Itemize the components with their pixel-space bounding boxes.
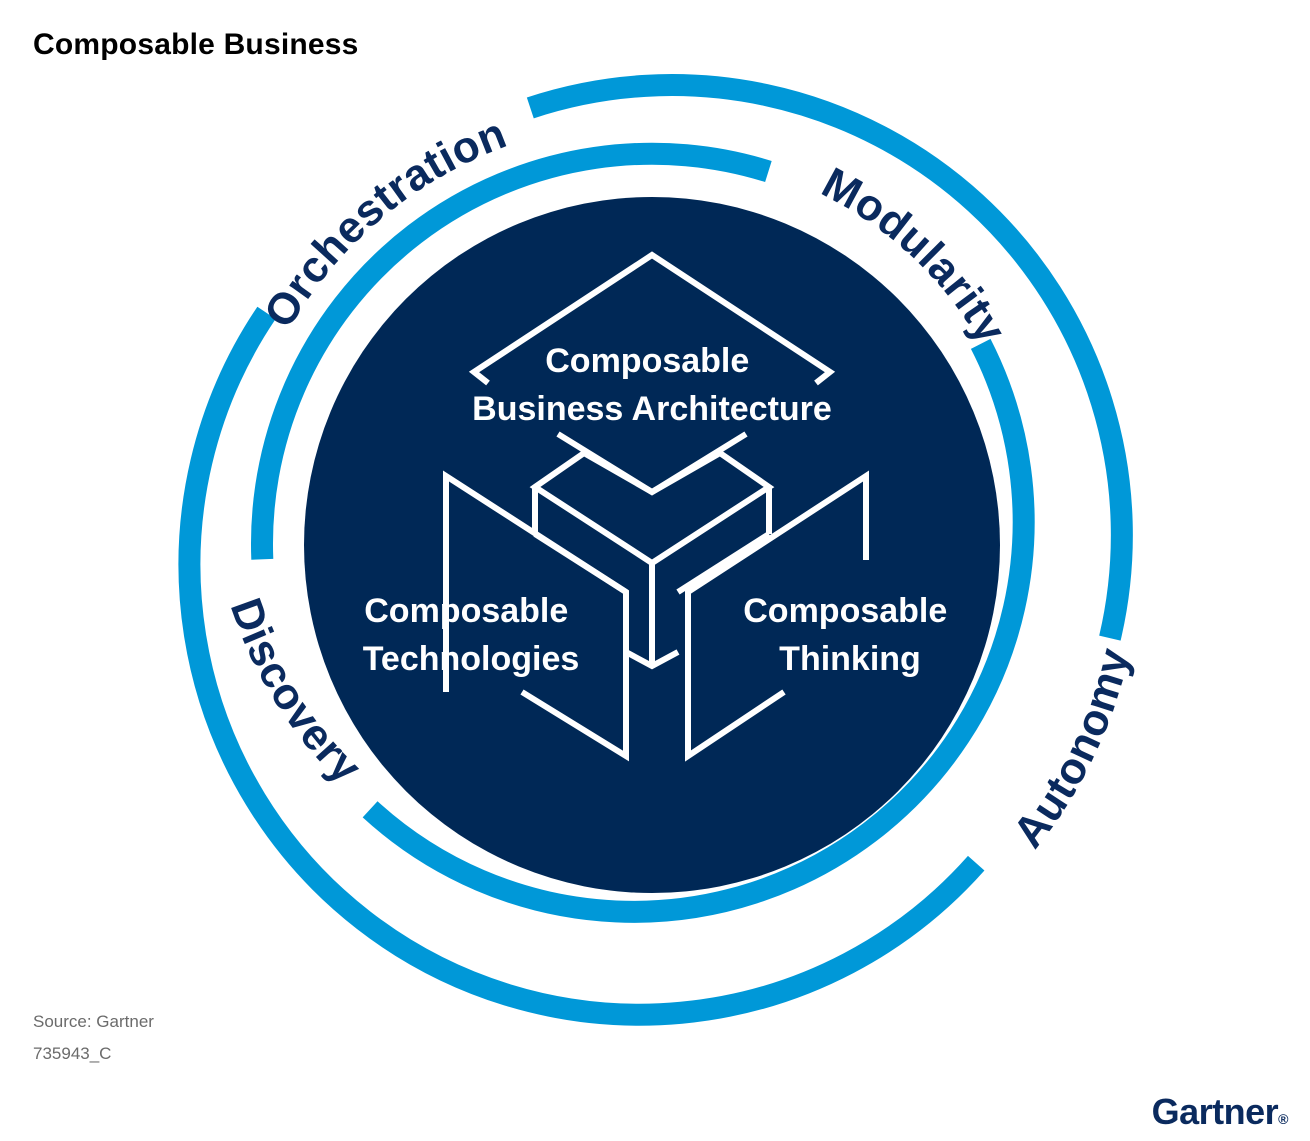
gartner-logo: Gartner® — [1151, 1091, 1289, 1132]
label-autonomy: Autonomy — [1004, 643, 1140, 856]
core-circle — [304, 197, 1000, 893]
inner-ring-arc-top — [250, 142, 772, 560]
label-thinking: Composable Thinking — [743, 592, 957, 678]
outer-ring-arc-bottom — [178, 306, 985, 1026]
page-title: Composable Business — [33, 28, 359, 61]
cube-line-art — [443, 251, 869, 762]
logo-registered-mark: ® — [1278, 1111, 1288, 1127]
source-note: Source: Gartner — [33, 1012, 154, 1031]
label-technologies: Composable Technologies — [363, 592, 580, 678]
cube-left-block — [443, 470, 629, 762]
cube-right-block — [685, 470, 869, 762]
inner-ring-arc-bottom — [362, 338, 1035, 923]
cube-centre-foot — [624, 649, 680, 670]
cube-centre-bottom-right — [676, 531, 771, 595]
outer-ring-arc-top — [526, 74, 1133, 641]
cube-top-chevron — [468, 251, 836, 386]
logo-text: Gartner — [1151, 1091, 1279, 1132]
figure-code: 735943_C — [33, 1044, 112, 1063]
label-architecture: Composable Business Architecture — [472, 342, 832, 428]
